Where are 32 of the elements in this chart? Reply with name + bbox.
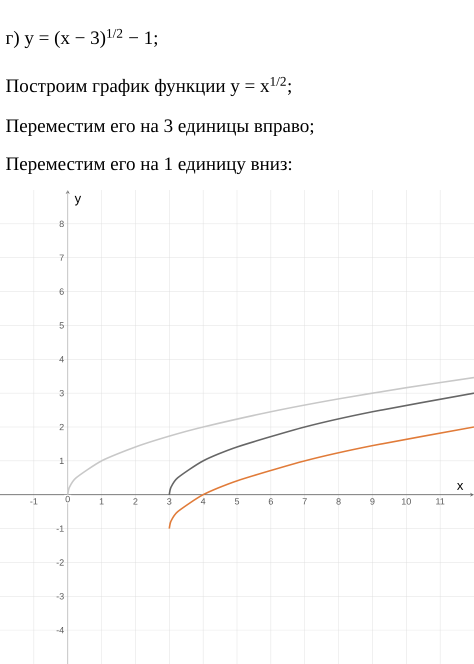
x-tick-label: 4 <box>200 498 206 504</box>
y-tick-label: 2 <box>60 424 64 430</box>
y-tick-label: 5 <box>60 322 64 329</box>
text: Переместим его на 1 единицу вниз: <box>6 157 292 174</box>
y-tick-label: 6 <box>60 288 64 295</box>
y-tick-label: -1 <box>56 525 64 532</box>
x-tick-label: -1 <box>30 498 38 504</box>
y-tick-label: -2 <box>56 559 64 566</box>
line-series <box>168 426 474 530</box>
y-tick-label: 1 <box>60 458 64 464</box>
x-tick-label: 6 <box>268 498 273 505</box>
x-tick-label: 2 <box>133 498 138 505</box>
x-tick-label: 9 <box>370 498 375 505</box>
x-tick-label: 8 <box>336 498 341 505</box>
y-tick-label: 7 <box>60 254 64 261</box>
y-tick-label: -3 <box>56 593 64 600</box>
x-tick-label: 11 <box>436 498 444 504</box>
y-tick-label: 3 <box>60 390 64 396</box>
y-tick-label: 8 <box>60 220 64 228</box>
y-tick-label: 4 <box>59 356 64 362</box>
chart-title: г) y = (x − 3)$^{1/2}$ − 1; <box>6 28 158 48</box>
x-tick-label: 7 <box>302 498 307 504</box>
chart-subtitle: Построим график функции y = x$^{1/2}$; <box>6 76 291 96</box>
y-axis-title: y <box>74 196 82 206</box>
x-tick-label: 10 <box>402 498 411 505</box>
y-tick-label: -4 <box>56 627 64 634</box>
x-tick-label: 1 <box>100 498 104 504</box>
x-axis-title: x <box>457 482 464 490</box>
x-tick-label: 5 <box>234 498 240 505</box>
x-tick-label: 0 <box>66 496 70 502</box>
text: Переместим его на 3 единицы вправо; <box>6 119 314 136</box>
x-tick-label: 3 <box>167 498 172 505</box>
